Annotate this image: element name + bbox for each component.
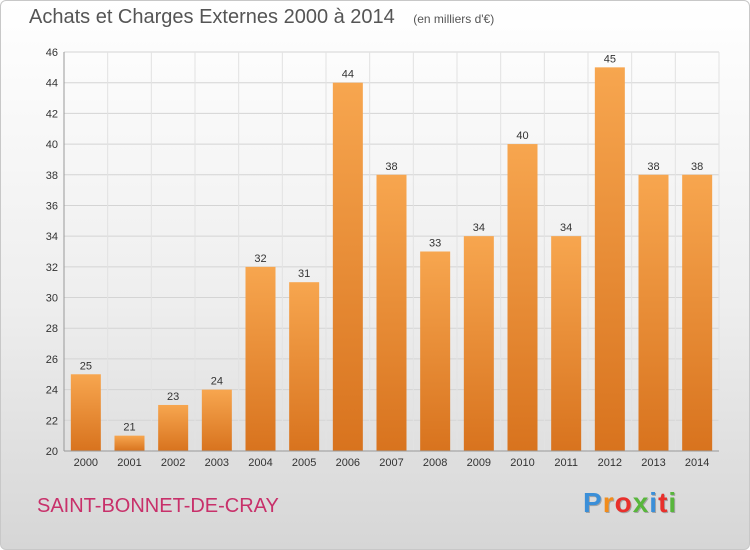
bar-2009 (463, 236, 494, 451)
y-tick-label: 36 (46, 200, 58, 212)
x-tick-label: 2007 (379, 457, 403, 469)
value-label-2014: 38 (691, 161, 703, 173)
y-tick-label: 24 (46, 385, 58, 397)
x-tick-label: 2002 (161, 457, 185, 469)
value-label-2000: 25 (80, 360, 92, 372)
value-label-2005: 31 (298, 268, 310, 280)
x-tick-label: 2012 (598, 457, 622, 469)
chart-title: Achats et Charges Externes 2000 à 2014 (29, 6, 395, 28)
x-tick-label: 2003 (205, 457, 229, 469)
bar-2007 (376, 174, 407, 451)
logo-letter: P (583, 487, 603, 518)
bar-2014 (682, 174, 713, 451)
y-tick-label: 40 (46, 139, 58, 151)
x-tick-label: 2001 (117, 457, 141, 469)
y-tick-label: 20 (46, 446, 58, 458)
y-tick-label: 34 (46, 231, 58, 243)
chart-unit: (en milliers d'€) (413, 12, 495, 26)
x-tick-label: 2009 (467, 457, 491, 469)
logo-letter: i (668, 487, 678, 518)
x-tick-label: 2014 (685, 457, 709, 469)
logo-letter: o (614, 487, 633, 518)
value-label-2011: 34 (560, 222, 572, 234)
y-tick-label: 46 (46, 47, 58, 59)
value-label-2012: 45 (604, 53, 616, 65)
bar-2008 (420, 251, 451, 451)
bar-2012 (594, 67, 625, 451)
logo-letter: t (658, 487, 669, 518)
logo-letter: x (632, 487, 650, 518)
y-tick-label: 22 (46, 415, 58, 427)
bar-2002 (158, 404, 189, 451)
x-tick-label: 2011 (554, 457, 578, 469)
title-row: Achats et Charges Externes 2000 à 2014 (… (29, 6, 494, 29)
value-label-2006: 44 (342, 69, 354, 81)
bar-2011 (551, 236, 582, 451)
value-label-2003: 24 (211, 376, 223, 388)
bar-2004 (245, 266, 276, 451)
logo-letter: r (602, 487, 615, 518)
value-label-2009: 34 (473, 222, 485, 234)
value-label-2008: 33 (429, 238, 441, 250)
value-label-2010: 40 (516, 130, 528, 142)
bar-2000 (70, 374, 101, 451)
x-tick-label: 2000 (74, 457, 98, 469)
logo-letter: i (649, 487, 659, 518)
bar-2006 (332, 82, 363, 451)
y-tick-label: 44 (46, 78, 58, 90)
bar-2005 (289, 282, 320, 451)
x-tick-label: 2005 (292, 457, 316, 469)
y-tick-label: 28 (46, 323, 58, 335)
x-tick-label: 2010 (510, 457, 534, 469)
place-name: SAINT-BONNET-DE-CRAY (37, 495, 279, 517)
bar-2010 (507, 144, 538, 452)
value-label-2007: 38 (385, 161, 397, 173)
axis-layer: 20 22 24 26 28 30 32 34 36 38 40 42 44 46 2000 2001 2002… (46, 47, 719, 469)
value-label-2001: 21 (123, 422, 135, 434)
label-layer: 25 21 23 24 32 31 44 38 33 34 40 34 45 38 38 (80, 53, 704, 433)
value-label-2004: 32 (254, 253, 266, 265)
proxiti-logo: Proxiti (583, 487, 677, 519)
bar-layer (70, 67, 713, 452)
y-tick-label: 38 (46, 170, 58, 182)
x-tick-label: 2008 (423, 457, 447, 469)
bar-2013 (638, 174, 669, 451)
value-label-2002: 23 (167, 391, 179, 403)
x-tick-label: 2013 (641, 457, 665, 469)
x-tick-label: 2006 (336, 457, 360, 469)
x-tick-label: 2004 (248, 457, 272, 469)
y-tick-label: 26 (46, 354, 58, 366)
bar-2003 (201, 389, 232, 451)
bar-2001 (114, 435, 145, 451)
y-tick-label: 30 (46, 293, 58, 305)
y-tick-label: 42 (46, 108, 58, 120)
value-label-2013: 38 (647, 161, 659, 173)
y-tick-label: 32 (46, 262, 58, 274)
